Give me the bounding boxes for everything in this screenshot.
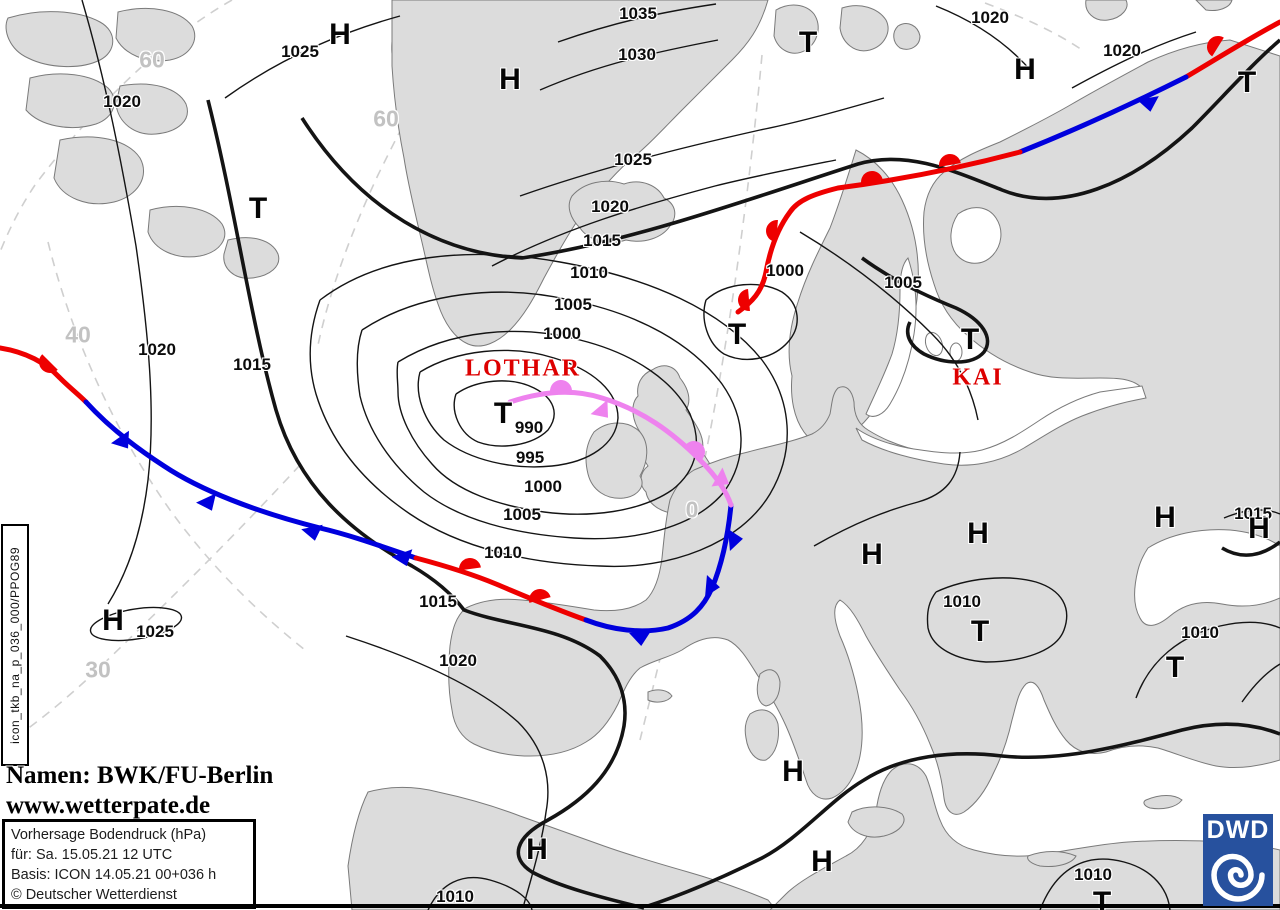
forecast-info-box: Vorhersage Bodendruck (hPa) für: Sa. 15.… <box>2 819 256 909</box>
low-center-letter: T <box>493 397 513 430</box>
land-greenland <box>391 0 769 347</box>
high-center-letter: H <box>102 604 124 637</box>
low-center-letter: T <box>1237 66 1257 99</box>
info-model-basis: Basis: ICON 14.05.21 00+036 h <box>11 867 217 883</box>
high-center-letter: H <box>782 755 804 788</box>
pressure-label: 1030 <box>618 45 656 64</box>
land-canada-islands <box>5 11 114 68</box>
high-center-letter: H <box>499 63 521 96</box>
high-center-letter: H <box>526 833 548 866</box>
pressure-label: 1010 <box>436 887 474 906</box>
info-valid-time: für: Sa. 15.05.21 12 UTC <box>11 847 173 863</box>
sea-baltic <box>855 385 1147 466</box>
pressure-label: 1020 <box>103 92 141 111</box>
pressure-label: 995 <box>515 448 545 467</box>
credit-url: www.wetterpate.de <box>6 792 211 819</box>
pressure-label: 1020 <box>439 651 477 670</box>
low-center-letter: T <box>960 323 980 356</box>
pressure-label: 1015 <box>419 592 457 611</box>
product-code-text: icon_tkb_na_p_036_000/PPOG89 <box>8 546 22 744</box>
high-center-letter: H <box>1014 53 1036 86</box>
map-frame-line <box>0 904 1280 908</box>
graticule-label: 30 <box>85 656 111 683</box>
pressure-label: 1010 <box>1181 623 1219 642</box>
land-cyprus <box>1143 795 1183 810</box>
pressure-label: 1015 <box>583 231 621 250</box>
pressure-center-value: 1025 <box>136 622 174 641</box>
sea-white <box>950 207 1002 264</box>
warm-front <box>0 345 89 405</box>
land-svalbard <box>773 4 819 54</box>
landmass-layer <box>5 0 1280 910</box>
dwd-logo: DWD <box>1203 814 1273 906</box>
graticule-label: 60 <box>373 105 399 132</box>
credit-organisation: Namen: BWK/FU-Berlin <box>6 762 274 789</box>
pressure-label: 1020 <box>971 8 1009 27</box>
dwd-spiral-icon <box>1211 853 1265 902</box>
pressure-label: 1025 <box>281 42 319 61</box>
pressure-label: 1005 <box>503 505 541 524</box>
high-center-letter: H <box>1154 501 1176 534</box>
dwd-logo-text: DWD <box>1206 816 1270 844</box>
land-crete <box>1027 851 1077 867</box>
info-copyright: © Deutscher Wetterdienst <box>11 887 177 903</box>
warm-front <box>735 149 1023 315</box>
credits: Namen: BWK/FU-Berlin www.wetterpate.de <box>6 761 273 821</box>
pressure-label: 1020 <box>591 197 629 216</box>
graticule-label: 60 <box>139 46 165 73</box>
cold-front <box>1017 74 1189 155</box>
fronts-layer <box>0 19 1280 646</box>
high-center-letter: H <box>1248 512 1270 545</box>
pressure-label: 1010 <box>1074 865 1112 884</box>
pressure-label: 1015 <box>233 355 271 374</box>
warm-front <box>413 555 589 623</box>
isobar-layer <box>81 0 1280 910</box>
low-center-letter: T <box>798 26 818 59</box>
land-sicily <box>847 806 905 838</box>
pressure-label: 1010 <box>943 592 981 611</box>
warm-front <box>1183 19 1280 80</box>
land-africa-west <box>347 787 777 910</box>
pressure-label: 1025 <box>614 150 652 169</box>
info-product-title: Vorhersage Bodendruck (hPa) <box>11 827 207 843</box>
land-ireland <box>585 422 648 499</box>
pressure-label: 1000 <box>524 477 562 496</box>
high-center-letter: H <box>967 517 989 550</box>
land-corsica <box>756 669 781 707</box>
product-code-box: icon_tkb_na_p_036_000/PPOG89 <box>1 524 29 766</box>
pressure-label: 1000 <box>543 324 581 343</box>
low-center-letter: T <box>1165 651 1185 684</box>
pressure-label: 1020 <box>1103 41 1141 60</box>
pressure-label: 1035 <box>619 4 657 23</box>
low-center-letter: T <box>248 192 268 225</box>
pressure-label: 1020 <box>138 340 176 359</box>
cold-front-symbols <box>110 96 1159 646</box>
sea-bothnia <box>865 257 917 417</box>
high-center-letter: H <box>861 538 883 571</box>
pressure-label: 1010 <box>570 263 608 282</box>
pressure-center-value: 990 <box>514 418 544 437</box>
low-center-letter: T <box>970 615 990 648</box>
occluded-front <box>507 389 734 508</box>
cold-front <box>583 502 734 634</box>
pressure-label: 1000 <box>766 261 804 280</box>
high-center-letter: H <box>811 845 833 878</box>
graticule-label: 40 <box>65 321 91 348</box>
storm-name-label: KAI <box>952 364 1004 391</box>
low-center-letter: T <box>727 318 747 351</box>
pressure-label: 1010 <box>484 543 522 562</box>
warm-front-symbols <box>39 36 1224 603</box>
storm-name-label: LOTHAR <box>464 355 582 382</box>
graticule-label: 0 <box>685 496 699 523</box>
land-sardinia <box>744 709 779 761</box>
pressure-label: 1015 <box>1234 504 1272 523</box>
pressure-label: 1005 <box>884 273 922 292</box>
pressure-label: 1005 <box>554 295 592 314</box>
high-center-letter: H <box>329 18 351 51</box>
occluded-front-symbols <box>550 380 730 487</box>
